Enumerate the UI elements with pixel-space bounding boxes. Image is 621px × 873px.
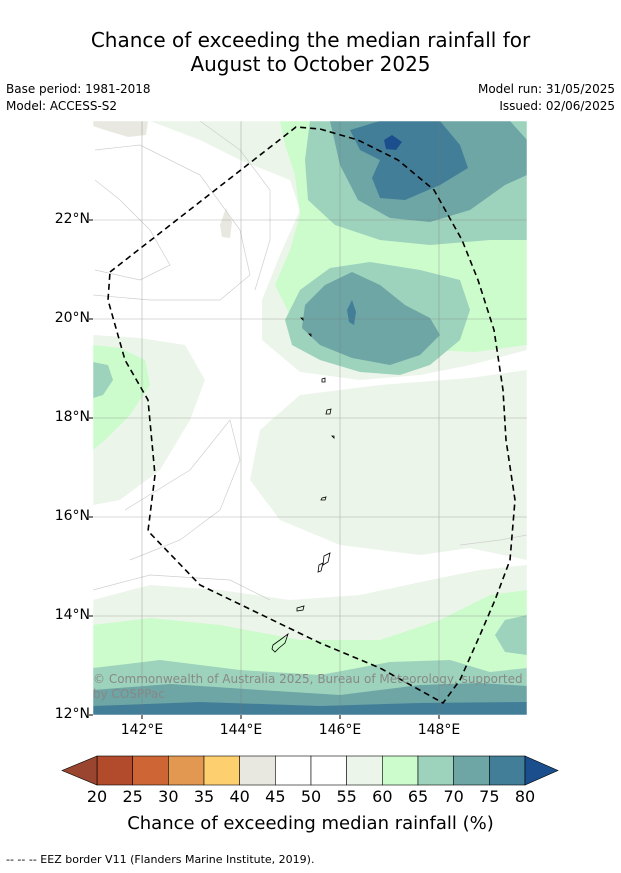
- colorbar-swatch-20-25: [96, 755, 133, 786]
- colorbar-label-50: 50: [300, 787, 322, 806]
- map-title: Chance of exceeding the median rainfall …: [0, 28, 621, 76]
- lon-label-146e: 146°E: [318, 722, 362, 738]
- colorbar-swatch-50-55: [310, 755, 347, 786]
- contour-65-70-west-patch: [93, 362, 113, 398]
- islands: [271, 317, 335, 653]
- island-rota: [296, 605, 305, 612]
- lon-label-142e: 142°E: [120, 722, 164, 738]
- map-plot-area: [93, 121, 527, 715]
- copyright-line-2: by COSPPac: [93, 687, 165, 701]
- contour-80-plus-north: [384, 135, 402, 150]
- issued-date: Issued: 02/06/2025: [499, 99, 615, 113]
- axis-ticks: [89, 219, 440, 719]
- colorbar-label-60: 60: [372, 787, 393, 806]
- island-tinian: [317, 562, 324, 573]
- colorbar-label-75: 75: [479, 787, 500, 806]
- eez-legend-note: -- -- -- EEZ border V11 (Flanders Marine…: [6, 853, 315, 866]
- lon-label-144e: 144°E: [219, 722, 263, 738]
- lat-label-20n: 20°N: [54, 310, 90, 326]
- colorbar-swatch-25-30: [132, 755, 169, 786]
- island-small-3: [331, 435, 335, 439]
- lon-label-148e: 148°E: [417, 722, 461, 738]
- contour-55-60-mid: [250, 370, 527, 560]
- contour-65-70-east-patch: [495, 615, 527, 655]
- colorbar-swatch-45-50: [275, 755, 312, 786]
- white-area-contours: [93, 121, 527, 601]
- title-line-2: August to October 2025: [190, 52, 431, 76]
- contour-70-75-central: [302, 272, 440, 365]
- lat-label-22n: 22°N: [54, 211, 90, 227]
- colorbar-label-40: 40: [229, 787, 250, 806]
- colorbar-swatch-30-35: [168, 755, 205, 786]
- contour-40-45-patch-center: [220, 208, 232, 238]
- colorbar-swatch-75-80: [489, 755, 526, 786]
- lat-label-12n: 12°N: [54, 706, 90, 722]
- colorbar-swatch-60-65: [382, 755, 419, 786]
- colorbar-extend-low: [61, 755, 98, 786]
- colorbar-swatch-55-60: [346, 755, 383, 786]
- graticule: [93, 121, 527, 715]
- colorbar-label-20: 20: [86, 787, 108, 806]
- colorbar-swatch-35-40: [203, 755, 240, 786]
- colorbar-swatch-65-70: [417, 755, 454, 786]
- island-pagan: [321, 377, 326, 383]
- colorbar-label-45: 45: [265, 787, 286, 806]
- island-agrihan: [325, 408, 332, 415]
- lat-label-14n: 14°N: [54, 607, 90, 623]
- colorbar-label-30: 30: [158, 787, 179, 806]
- lat-label-16n: 16°N: [54, 508, 90, 524]
- island-small-2: [300, 317, 304, 321]
- colorbar-title: Chance of exceeding median rainfall (%): [127, 813, 494, 834]
- island-saipan: [322, 552, 331, 566]
- model-name: Model: ACCESS-S2: [6, 99, 118, 113]
- lat-label-18n: 18°N: [54, 409, 90, 425]
- colorbar-label-55: 55: [336, 787, 357, 806]
- contour-40-45-patch-nw: [93, 121, 148, 137]
- model-run: Model run: 31/05/2025: [477, 82, 615, 96]
- island-small-1: [308, 333, 312, 337]
- contour-75-80-north: [350, 121, 468, 200]
- meta-right: Model run: 31/05/2025 Issued: 02/06/2025: [478, 81, 615, 115]
- colorbar-extend-high: [524, 755, 559, 786]
- contour-75-80-south: [93, 702, 527, 715]
- colorbar: [61, 755, 559, 786]
- colorbar-label-25: 25: [122, 787, 143, 806]
- island-guam: [271, 632, 289, 653]
- colorbar-label-80: 80: [514, 787, 536, 806]
- colorbar-swatch-40-45: [239, 755, 276, 786]
- copyright-notice: © Commonwealth of Australia 2025, Bureau…: [93, 672, 523, 702]
- colorbar-swatch-70-75: [453, 755, 490, 786]
- colorbar-label-35: 35: [193, 787, 215, 806]
- meta-left: Base period: 1981-2018 Model: ACCESS-S2: [6, 81, 151, 115]
- copyright-line-1: © Commonwealth of Australia 2025, Bureau…: [93, 672, 523, 686]
- island-anatahan: [320, 496, 327, 501]
- base-period: Base period: 1981-2018: [6, 82, 151, 96]
- title-line-1: Chance of exceeding the median rainfall …: [90, 28, 531, 52]
- colorbar-label-65: 65: [407, 787, 429, 806]
- colorbar-label-70: 70: [443, 787, 464, 806]
